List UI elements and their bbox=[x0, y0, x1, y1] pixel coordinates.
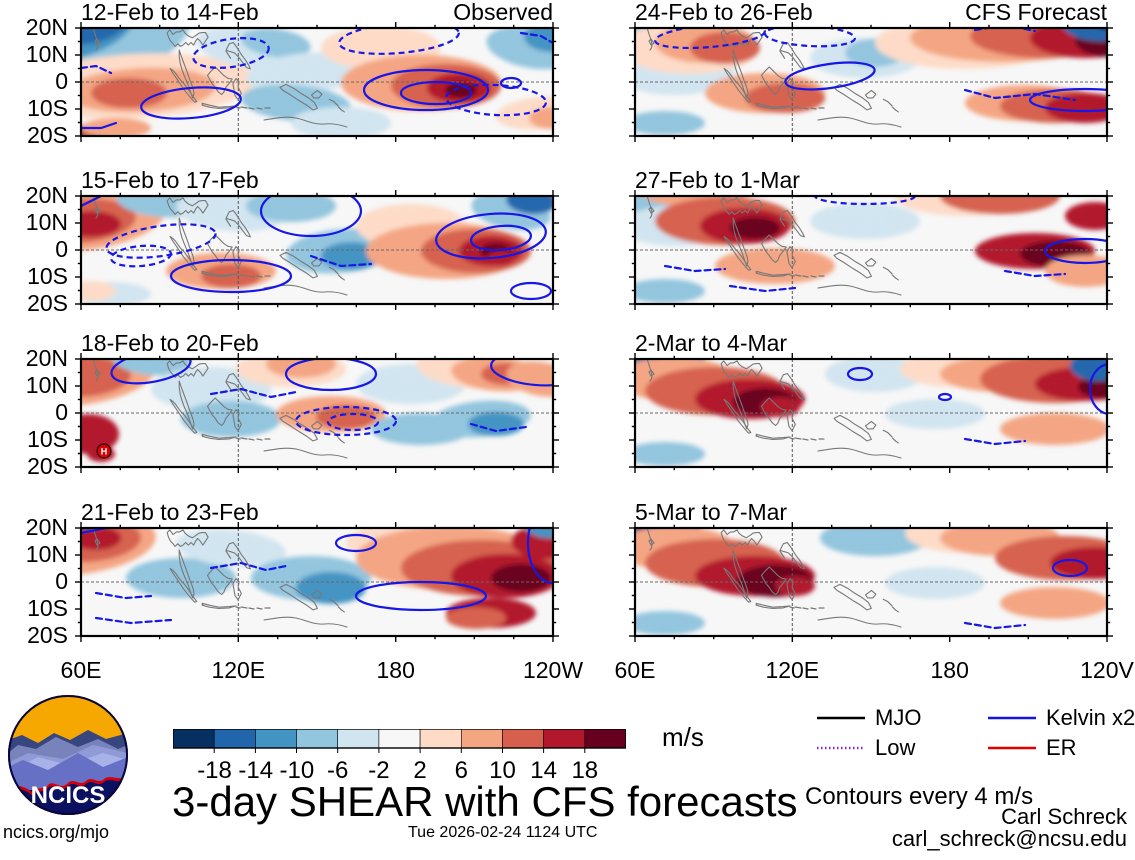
svg-text:ER: ER bbox=[1046, 735, 1077, 760]
svg-text:Kelvin x2: Kelvin x2 bbox=[1046, 705, 1135, 730]
svg-text:MJO: MJO bbox=[875, 705, 921, 730]
svg-text:NCICS: NCICS bbox=[31, 782, 106, 809]
svg-text:Low: Low bbox=[875, 735, 915, 760]
